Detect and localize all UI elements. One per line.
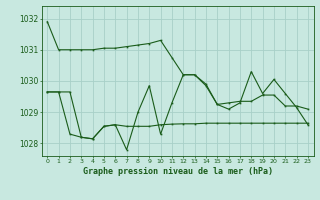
X-axis label: Graphe pression niveau de la mer (hPa): Graphe pression niveau de la mer (hPa) [83,167,273,176]
